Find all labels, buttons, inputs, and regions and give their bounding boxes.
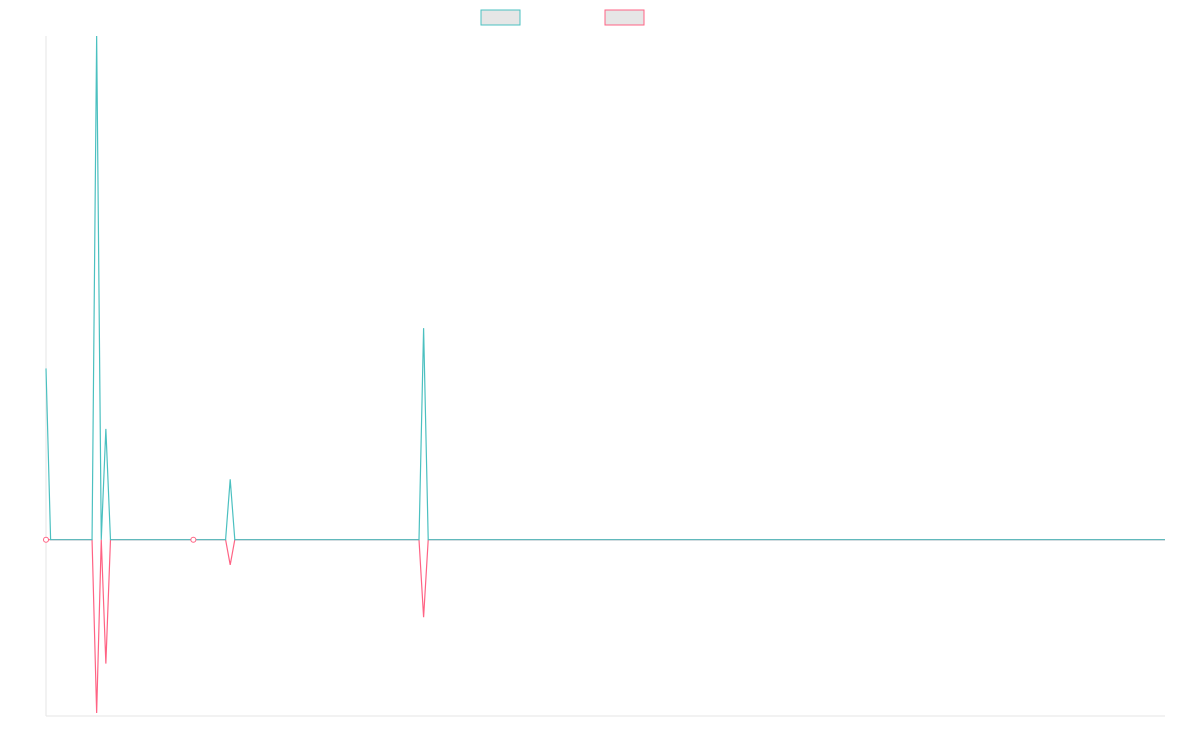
series-layer — [43, 35, 1165, 713]
data-point-marker-1 — [43, 536, 49, 543]
series-1-line — [45, 35, 1165, 541]
chart-axes — [45, 36, 1165, 717]
data-point-marker-2 — [190, 536, 197, 543]
legend-swatch-series-2 — [604, 9, 645, 26]
legend — [480, 9, 645, 26]
legend-swatch-series-1 — [480, 9, 521, 26]
series-2-line — [46, 539, 1165, 713]
